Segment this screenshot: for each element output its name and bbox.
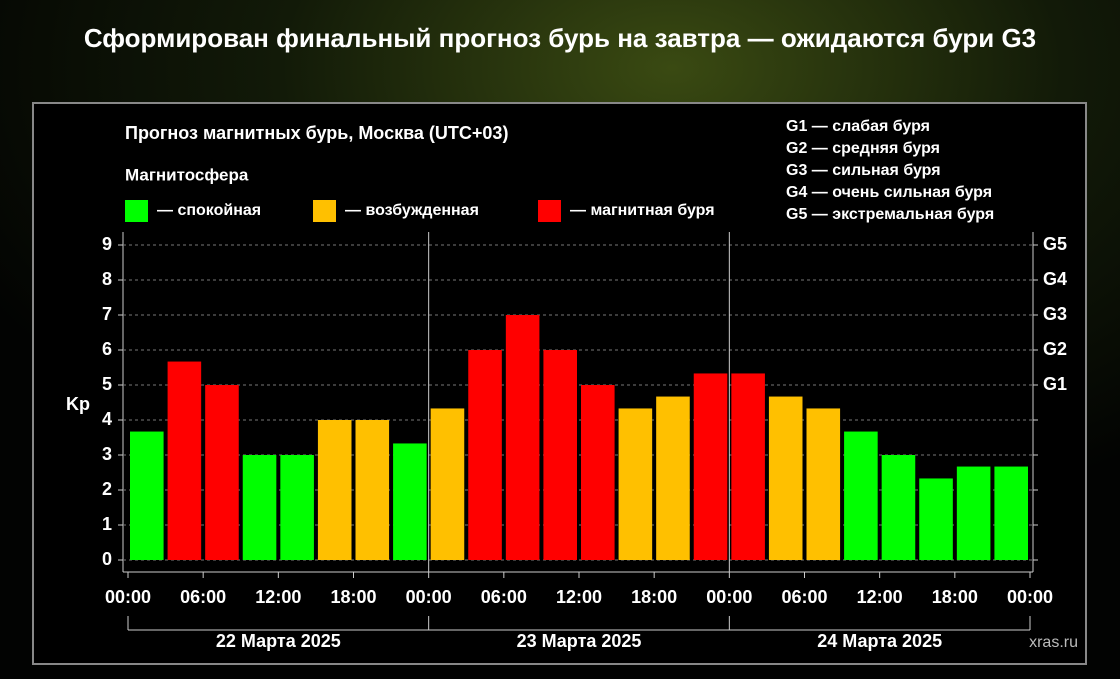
x-tick-label: 06:00 bbox=[481, 587, 527, 607]
bar bbox=[355, 420, 390, 560]
y2-tick-label: G5 bbox=[1043, 234, 1067, 254]
y-tick-label: 3 bbox=[102, 444, 112, 464]
bar bbox=[543, 350, 577, 560]
legend-swatch bbox=[538, 200, 561, 222]
bar bbox=[430, 408, 465, 560]
bar bbox=[130, 431, 164, 560]
bar bbox=[242, 455, 277, 560]
chart-title: Прогноз магнитных бурь, Москва (UTC+03) bbox=[125, 123, 508, 143]
x-tick-label: 18:00 bbox=[932, 587, 978, 607]
bar bbox=[581, 385, 615, 560]
watermark: xras.ru bbox=[1029, 634, 1078, 651]
scale-legend-item: G4 — очень сильная буря bbox=[786, 184, 992, 201]
scale-legend-item: G2 — средняя буря bbox=[786, 140, 940, 157]
y-tick-label: 2 bbox=[102, 479, 112, 499]
scale-legend-item: G3 — сильная буря bbox=[786, 162, 941, 179]
x-tick-label: 12:00 bbox=[255, 587, 301, 607]
legend-swatch bbox=[125, 200, 148, 222]
x-tick-label: 00:00 bbox=[1007, 587, 1053, 607]
y-tick-label: 8 bbox=[102, 269, 112, 289]
y-axis-label: Kp bbox=[66, 394, 90, 414]
chart-subtitle: Магнитосфера bbox=[125, 165, 249, 184]
legend-label: — магнитная буря bbox=[570, 202, 715, 219]
day-label: 23 Марта 2025 bbox=[517, 631, 642, 651]
y-tick-label: 1 bbox=[102, 514, 112, 534]
x-tick-label: 12:00 bbox=[556, 587, 602, 607]
x-tick-label: 18:00 bbox=[330, 587, 376, 607]
x-tick-label: 00:00 bbox=[706, 587, 752, 607]
y-tick-label: 5 bbox=[102, 374, 112, 394]
bar bbox=[317, 420, 352, 560]
y2-tick-label: G1 bbox=[1043, 374, 1067, 394]
day-label: 22 Марта 2025 bbox=[216, 631, 341, 651]
bar bbox=[956, 466, 991, 560]
bar bbox=[468, 350, 502, 560]
bar bbox=[167, 361, 202, 560]
y-tick-label: 0 bbox=[102, 549, 112, 569]
bar bbox=[280, 455, 314, 560]
y-tick-label: 6 bbox=[102, 339, 112, 359]
y-tick-label: 4 bbox=[102, 409, 112, 429]
bar bbox=[618, 408, 653, 560]
bar bbox=[994, 466, 1028, 560]
bar bbox=[768, 396, 803, 560]
bar bbox=[205, 385, 239, 560]
x-tick-label: 06:00 bbox=[781, 587, 827, 607]
scale-legend-item: G1 — слабая буря bbox=[786, 118, 930, 135]
bar bbox=[731, 373, 765, 560]
bar bbox=[844, 431, 878, 560]
x-tick-label: 00:00 bbox=[406, 587, 452, 607]
headline: Сформирован финальный прогноз бурь на за… bbox=[84, 23, 1036, 53]
bar bbox=[656, 396, 690, 560]
x-tick-label: 18:00 bbox=[631, 587, 677, 607]
bar bbox=[505, 315, 540, 560]
bar bbox=[881, 455, 916, 560]
y-tick-label: 9 bbox=[102, 234, 112, 254]
y2-tick-label: G3 bbox=[1043, 304, 1067, 324]
x-tick-label: 06:00 bbox=[180, 587, 226, 607]
y2-tick-label: G2 bbox=[1043, 339, 1067, 359]
bar bbox=[393, 443, 427, 560]
legend-label: — возбужденная bbox=[345, 202, 479, 219]
x-tick-label: 12:00 bbox=[857, 587, 903, 607]
legend-label: — спокойная bbox=[157, 202, 261, 219]
bar bbox=[693, 373, 728, 560]
y2-tick-label: G4 bbox=[1043, 269, 1067, 289]
x-tick-label: 00:00 bbox=[105, 587, 151, 607]
scale-legend-item: G5 — экстремальная буря bbox=[786, 206, 994, 223]
y-tick-label: 7 bbox=[102, 304, 112, 324]
day-label: 24 Марта 2025 bbox=[817, 631, 942, 651]
legend-swatch bbox=[313, 200, 336, 222]
bar bbox=[806, 408, 841, 560]
bar bbox=[919, 478, 953, 560]
